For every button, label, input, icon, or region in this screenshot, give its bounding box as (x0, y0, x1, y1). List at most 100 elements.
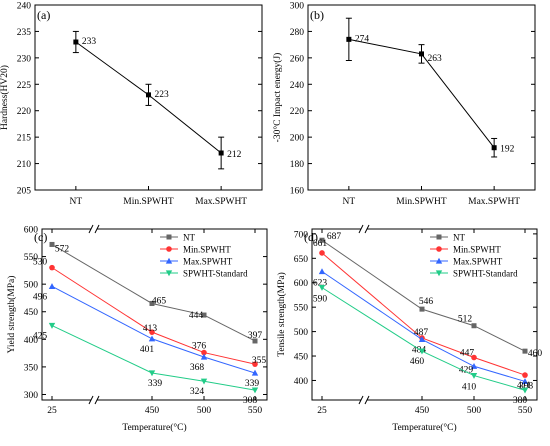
series-line (51, 267, 256, 365)
data-label: 460 (410, 357, 425, 367)
data-point (48, 283, 56, 289)
data-label: 687 (327, 232, 342, 242)
data-point (346, 36, 352, 42)
axis-break-mark-top (88, 224, 94, 234)
data-point (148, 335, 156, 342)
axis-break-mark (94, 395, 100, 405)
data-point (148, 370, 156, 377)
data-point (522, 348, 528, 354)
axis-break-gap-top (361, 224, 367, 234)
data-point (252, 361, 258, 367)
data-label: 263 (428, 54, 443, 64)
data-point (470, 362, 478, 369)
data-label: 413 (143, 324, 158, 334)
legend-label: Max.SPWHT (453, 257, 503, 267)
data-label: 487 (414, 328, 429, 338)
y-tick-label: 700 (294, 230, 309, 240)
panel-c: (c) 300 350 400 450 500 550 600 Yield strength(M… (6, 224, 268, 433)
data-point (318, 268, 326, 275)
y-tick-label: 600 (24, 226, 39, 236)
data-label: 460 (528, 349, 543, 359)
y-tick-label: 240 (17, 2, 32, 12)
legend-label: SPWHT-Standard (183, 269, 248, 279)
series-line (51, 325, 256, 391)
data-label: 398 (519, 381, 534, 391)
y-tick-label: 180 (290, 160, 305, 170)
data-point (318, 285, 326, 291)
plot-frame (307, 4, 536, 191)
x-tick-label: 550 (518, 406, 533, 416)
data-label: 410 (462, 383, 477, 393)
data-label: 355 (252, 356, 267, 366)
y-tick-label: 450 (294, 353, 309, 363)
data-point (418, 348, 426, 355)
x-tick-label: Max.SPWHT (468, 197, 520, 207)
legend-marker (435, 270, 443, 277)
legend-marker (165, 257, 173, 264)
y-tick-label: 230 (17, 54, 32, 64)
x-tick-label: NT (343, 197, 356, 207)
data-point (319, 250, 325, 256)
x-tick-label: 550 (248, 406, 263, 416)
data-label: 623 (313, 279, 328, 289)
legend-label: SPWHT-Standard (453, 269, 518, 279)
data-label: 339 (148, 379, 163, 389)
series-SPWHT-Standard: 590 460 410 380 (313, 285, 529, 406)
axis-break-gap-top (91, 224, 97, 234)
data-label: 376 (192, 342, 207, 352)
data-point (319, 237, 325, 243)
data-point (149, 300, 155, 306)
data-label: 324 (190, 387, 205, 397)
y-tick-label: 235 (17, 28, 32, 38)
series-line (51, 244, 256, 342)
data-label: 274 (355, 34, 370, 44)
data-label: 425 (33, 332, 48, 342)
axis-break-mark (88, 395, 94, 405)
x-axis-label: Temperature(°C) (392, 422, 456, 433)
y-tick-label: 225 (17, 81, 32, 91)
data-label: 212 (227, 150, 242, 160)
data-point (470, 372, 478, 379)
y-tick-label: 600 (294, 279, 309, 289)
plot-frame (311, 228, 538, 401)
y-tick-label: 400 (24, 336, 39, 346)
y-tick-label: 220 (290, 107, 305, 117)
axis-break-gap (91, 395, 97, 405)
data-label: 339 (245, 379, 260, 389)
series-Max.SPWHT: 496 401 368 339 (33, 283, 260, 389)
y-tick-label: 215 (17, 134, 32, 144)
data-point (201, 312, 207, 318)
legend-label: Max.SPWHT (183, 257, 233, 267)
data-point (419, 306, 425, 312)
x-tick-label: 500 (467, 406, 482, 416)
data-point (418, 336, 426, 343)
series-line (321, 239, 526, 352)
y-tick-label: 260 (290, 54, 305, 64)
data-label: 590 (313, 295, 328, 305)
y-tick-label: 300 (290, 2, 305, 12)
y-tick-label: 350 (24, 363, 39, 373)
y-tick-label: 550 (24, 253, 39, 263)
data-point (471, 354, 477, 361)
data-label: 530 (33, 258, 48, 268)
data-point (522, 372, 528, 378)
data-label: 512 (458, 315, 473, 325)
panel-label: (a) (37, 8, 50, 22)
axis-break-gap (361, 395, 367, 405)
data-point (200, 353, 208, 360)
data-point (521, 378, 529, 385)
data-point (48, 322, 56, 329)
legend-marker (165, 270, 173, 277)
axis-break-mark-top (94, 224, 100, 234)
series-line (51, 285, 256, 374)
series-NT: 572 465 444 397 (49, 241, 262, 344)
legend-marker (166, 234, 172, 240)
data-point (251, 369, 259, 376)
y-tick-label: 200 (290, 134, 305, 144)
data-label: 496 (33, 292, 48, 302)
data-label: 546 (419, 297, 434, 307)
y-tick-label: 205 (17, 187, 32, 197)
panel-a: (a) 205 210 215 220 225 230 235 240 Hardness(HV20… (0, 2, 263, 207)
